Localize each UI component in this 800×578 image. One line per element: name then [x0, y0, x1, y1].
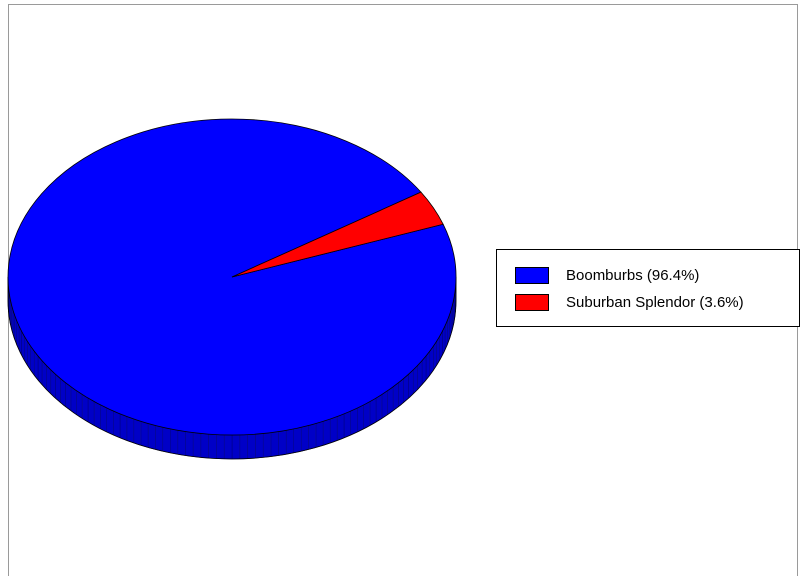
pie-side-segment: [81, 394, 89, 423]
pie-rim-outline: [7, 277, 457, 460]
pie-side-segment: [224, 434, 233, 460]
pie-side-segment: [93, 401, 101, 430]
pie-side-segment: [381, 390, 388, 419]
legend-label-suburban-splendor: Suburban Splendor (3.6%): [566, 293, 744, 311]
pie-side-segment: [119, 413, 128, 441]
pie-side-segment: [301, 425, 309, 452]
pie-side-segment: [216, 434, 225, 460]
pie-side-segment: [247, 433, 256, 459]
pie-side-segment: [343, 410, 351, 439]
legend-item-suburban-splendor: Suburban Splendor (3.6%): [515, 292, 744, 312]
pie-side-segment: [322, 418, 331, 446]
pie-side-segment: [392, 382, 399, 412]
pie-side-segment: [315, 421, 324, 448]
pie-side-segment: [170, 428, 178, 455]
pie-side-segment: [239, 434, 248, 460]
pie-side-segment: [293, 427, 302, 454]
pie-side-segment: [113, 410, 121, 439]
pie-side-segment: [369, 397, 377, 426]
pie-side-segment: [177, 430, 186, 456]
pie-side-segment: [162, 427, 171, 454]
pie-side-segment: [106, 407, 114, 436]
legend-label-boomburbs: Boomburbs (96.4%): [566, 266, 700, 284]
pie-side-segment: [192, 432, 201, 458]
pie-side-segment: [65, 382, 72, 412]
pie-side-wall: [7, 276, 457, 460]
legend: Boomburbs (96.4%) Suburban Splendor (3.6…: [496, 249, 800, 327]
pie-side-segment: [87, 397, 95, 426]
pie-side-segment: [70, 386, 77, 415]
pie-side-segment: [255, 433, 264, 459]
legend-item-boomburbs: Boomburbs (96.4%): [515, 265, 699, 285]
pie-side-segment: [147, 423, 156, 450]
pie-side-segment: [185, 431, 194, 457]
pie-side-segment: [286, 428, 294, 455]
pie-side-segment: [270, 431, 279, 457]
pie-side-segment: [140, 421, 149, 448]
pie-side-segment: [363, 401, 371, 430]
pie-side-segment: [403, 373, 409, 403]
pie-side-segment: [308, 423, 317, 450]
pie-side-segment: [100, 404, 107, 433]
pie-side-segment: [76, 390, 83, 419]
legend-swatch-boomburbs: [515, 266, 549, 284]
pie-side-segment: [375, 394, 383, 423]
pie-side-segment: [350, 407, 358, 436]
pie-side-segment: [200, 433, 209, 459]
pie-side-segment: [231, 434, 240, 460]
pie-side-segment: [155, 425, 163, 452]
pie-side-segment: [336, 413, 345, 441]
pie-side-segment: [357, 404, 364, 433]
pie-side-segment: [263, 432, 272, 458]
pie-side-segment: [330, 416, 338, 444]
pie-side-segment: [133, 418, 142, 446]
pie-side-segment: [208, 433, 217, 459]
legend-swatch-suburban-splendor: [515, 293, 549, 311]
pie-side-segment: [126, 416, 134, 444]
pie-side-segment: [398, 378, 404, 408]
pie-side-segment: [387, 386, 394, 415]
pie-slice-suburban-splendor: [231, 191, 444, 278]
pie-side-segment: [278, 430, 287, 456]
